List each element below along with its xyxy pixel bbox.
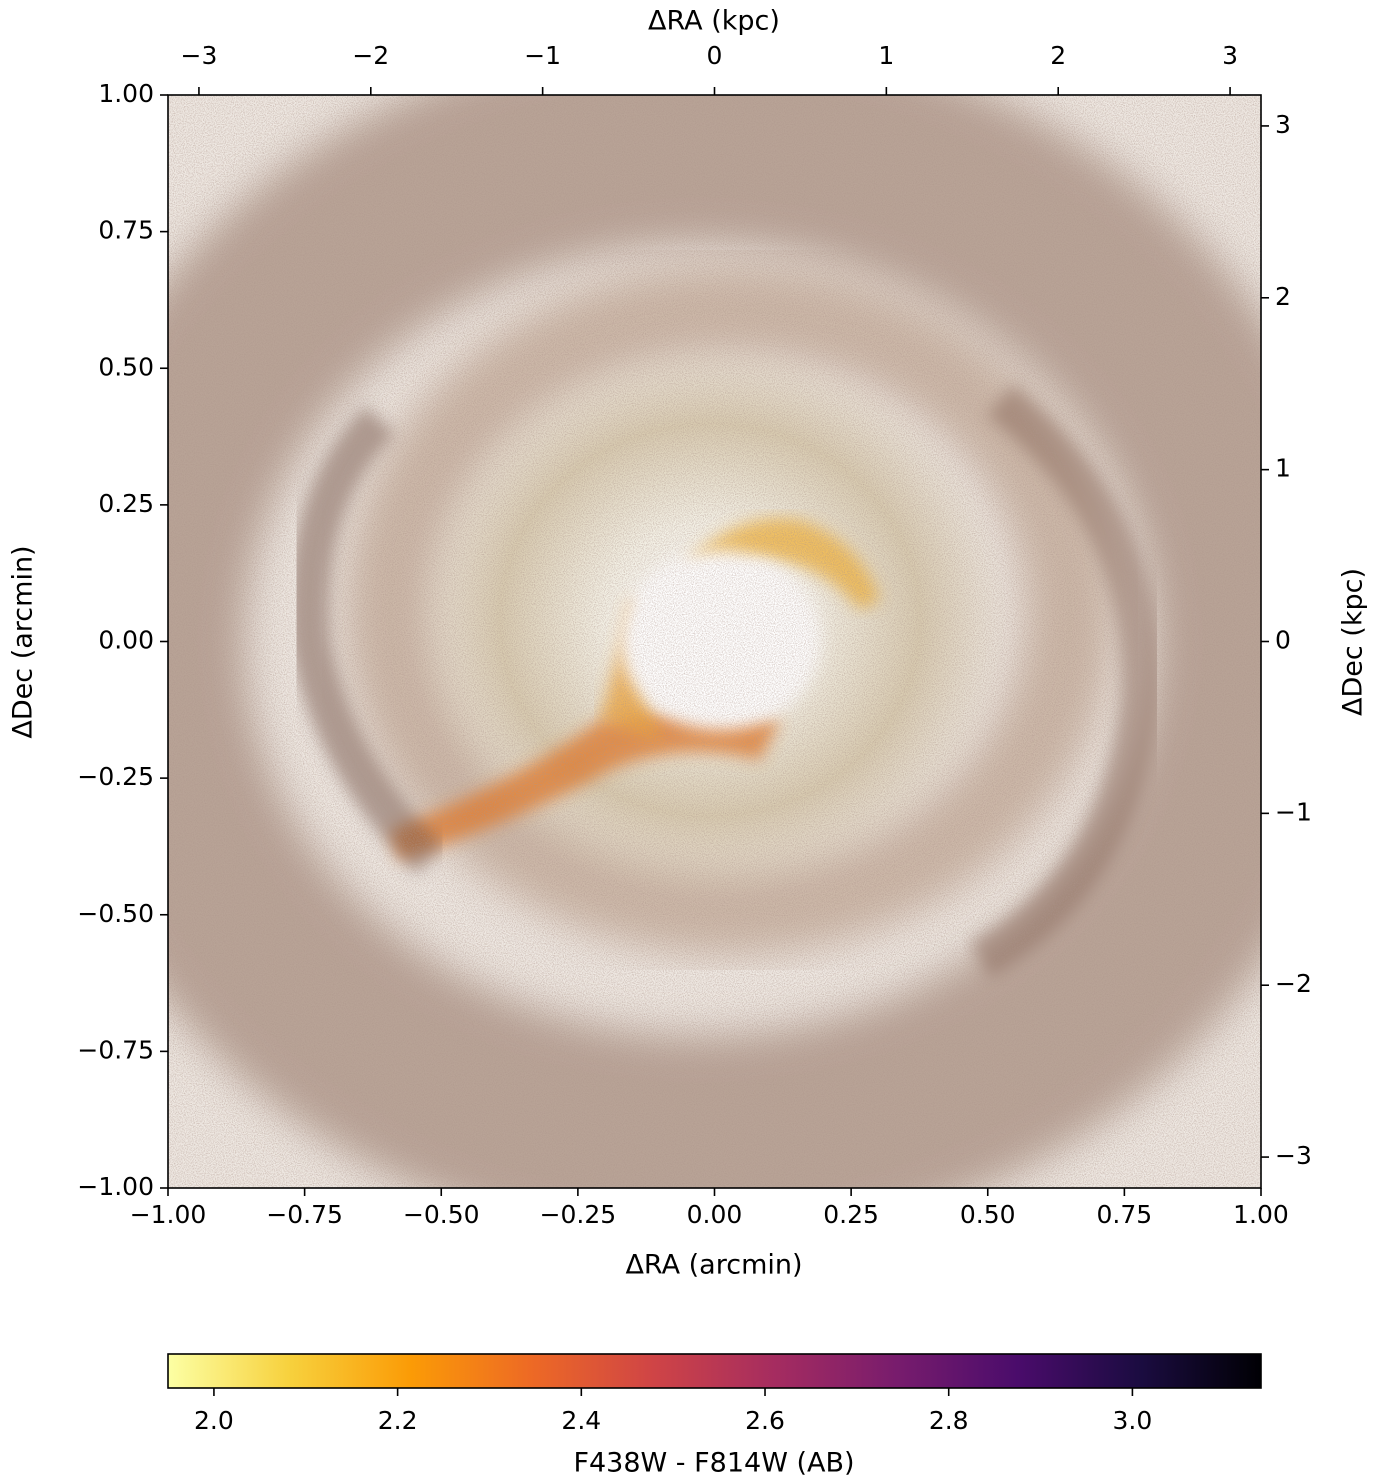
y-tick-label: 1.00	[98, 79, 154, 108]
y2-tick-label: 1	[1275, 454, 1291, 483]
x-tick-label: 1.00	[1233, 1200, 1289, 1229]
y2-tick-label: 2	[1275, 282, 1291, 311]
y2-tick-label: 0	[1275, 626, 1291, 655]
x2-tick-label: 1	[878, 41, 894, 70]
x2-tick-label: −3	[181, 41, 218, 70]
colorbar-tick-label: 2.6	[745, 1406, 785, 1435]
x-tick-label: −0.25	[540, 1200, 617, 1229]
x2-tick-label: 2	[1050, 41, 1066, 70]
y-tick-label: −0.25	[77, 762, 154, 791]
y2-axis-label: ΔDec (kpc)	[1338, 568, 1369, 716]
x-tick-label: 0.50	[960, 1200, 1016, 1229]
x2-tick-label: 3	[1222, 41, 1238, 70]
x-tick-label: −0.50	[403, 1200, 480, 1229]
figure: ΔRA (arcmin) ΔRA (kpc) ΔDec (arcmin) ΔDe…	[0, 0, 1392, 1481]
galaxy-image	[140, 95, 1261, 1188]
x2-tick-label: 0	[707, 41, 723, 70]
x2-tick-label: −2	[352, 41, 389, 70]
y-tick-label: 0.00	[98, 626, 154, 655]
y-tick-label: 0.50	[98, 352, 154, 381]
y2-tick-label: 3	[1275, 110, 1291, 139]
colorbar-label: F438W - F814W (AB)	[573, 1448, 854, 1479]
x-tick-label: 0.00	[687, 1200, 743, 1229]
x2-axis-label: ΔRA (kpc)	[648, 6, 780, 37]
y-tick-label: 0.75	[98, 216, 154, 245]
colorbar-tick-label: 2.0	[194, 1406, 234, 1435]
x-tick-label: 0.75	[1097, 1200, 1153, 1229]
colorbar-tick-label: 2.8	[929, 1406, 969, 1435]
y2-tick-label: −2	[1275, 969, 1312, 998]
y-tick-label: −0.75	[77, 1035, 154, 1064]
x2-tick-label: −1	[524, 41, 561, 70]
y2-tick-label: −3	[1275, 1141, 1312, 1170]
x-tick-label: −1.00	[130, 1200, 207, 1229]
y-tick-label: −1.00	[77, 1172, 154, 1201]
y-tick-label: −0.50	[77, 899, 154, 928]
colorbar	[168, 1354, 1261, 1388]
x-tick-label: 0.25	[823, 1200, 879, 1229]
y2-tick-label: −1	[1275, 797, 1312, 826]
x-axis-label: ΔRA (arcmin)	[625, 1250, 802, 1281]
colorbar-tick-label: 2.2	[378, 1406, 418, 1435]
y-tick-label: 0.25	[98, 489, 154, 518]
y-axis-label: ΔDec (arcmin)	[8, 545, 39, 738]
colorbar-tick-label: 2.4	[561, 1406, 601, 1435]
x-tick-label: −0.75	[266, 1200, 343, 1229]
colorbar-tick-label: 3.0	[1113, 1406, 1153, 1435]
